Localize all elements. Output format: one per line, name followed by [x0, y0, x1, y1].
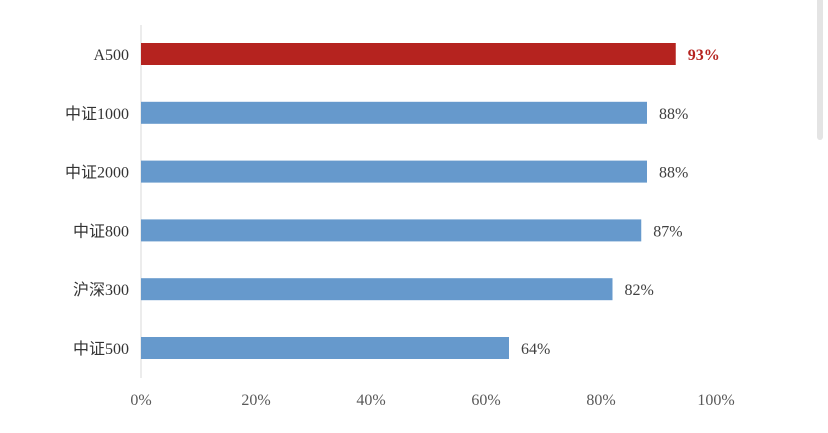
bar-5: [141, 337, 509, 359]
data-label-2: 88%: [659, 165, 688, 182]
x-tick-label-2: 40%: [356, 392, 385, 409]
bar-2: [141, 160, 647, 183]
bar-0: [141, 43, 676, 65]
x-tick-label-5: 100%: [697, 392, 734, 409]
bar-3: [141, 219, 642, 242]
category-label-1: 中证1000: [65, 105, 129, 123]
category-label-5: 中证500: [73, 340, 129, 358]
x-tick-label-3: 60%: [471, 392, 500, 409]
bar-4: [141, 278, 613, 301]
x-tick-label-4: 80%: [586, 392, 615, 409]
data-label-0: 93%: [688, 47, 720, 64]
category-label-4: 沪深300: [73, 281, 129, 299]
data-label-4: 82%: [625, 282, 654, 299]
category-label-3: 中证800: [73, 222, 129, 240]
x-tick-label-1: 20%: [241, 392, 270, 409]
x-tick-label-0: 0%: [130, 392, 151, 409]
data-label-3: 87%: [653, 223, 682, 240]
bar-1: [141, 101, 647, 124]
category-label-0: A500: [93, 47, 129, 64]
category-label-2: 中证2000: [65, 164, 129, 182]
data-label-5: 64%: [521, 341, 550, 358]
scrollbar[interactable]: [817, 0, 823, 140]
data-label-1: 88%: [659, 106, 688, 123]
